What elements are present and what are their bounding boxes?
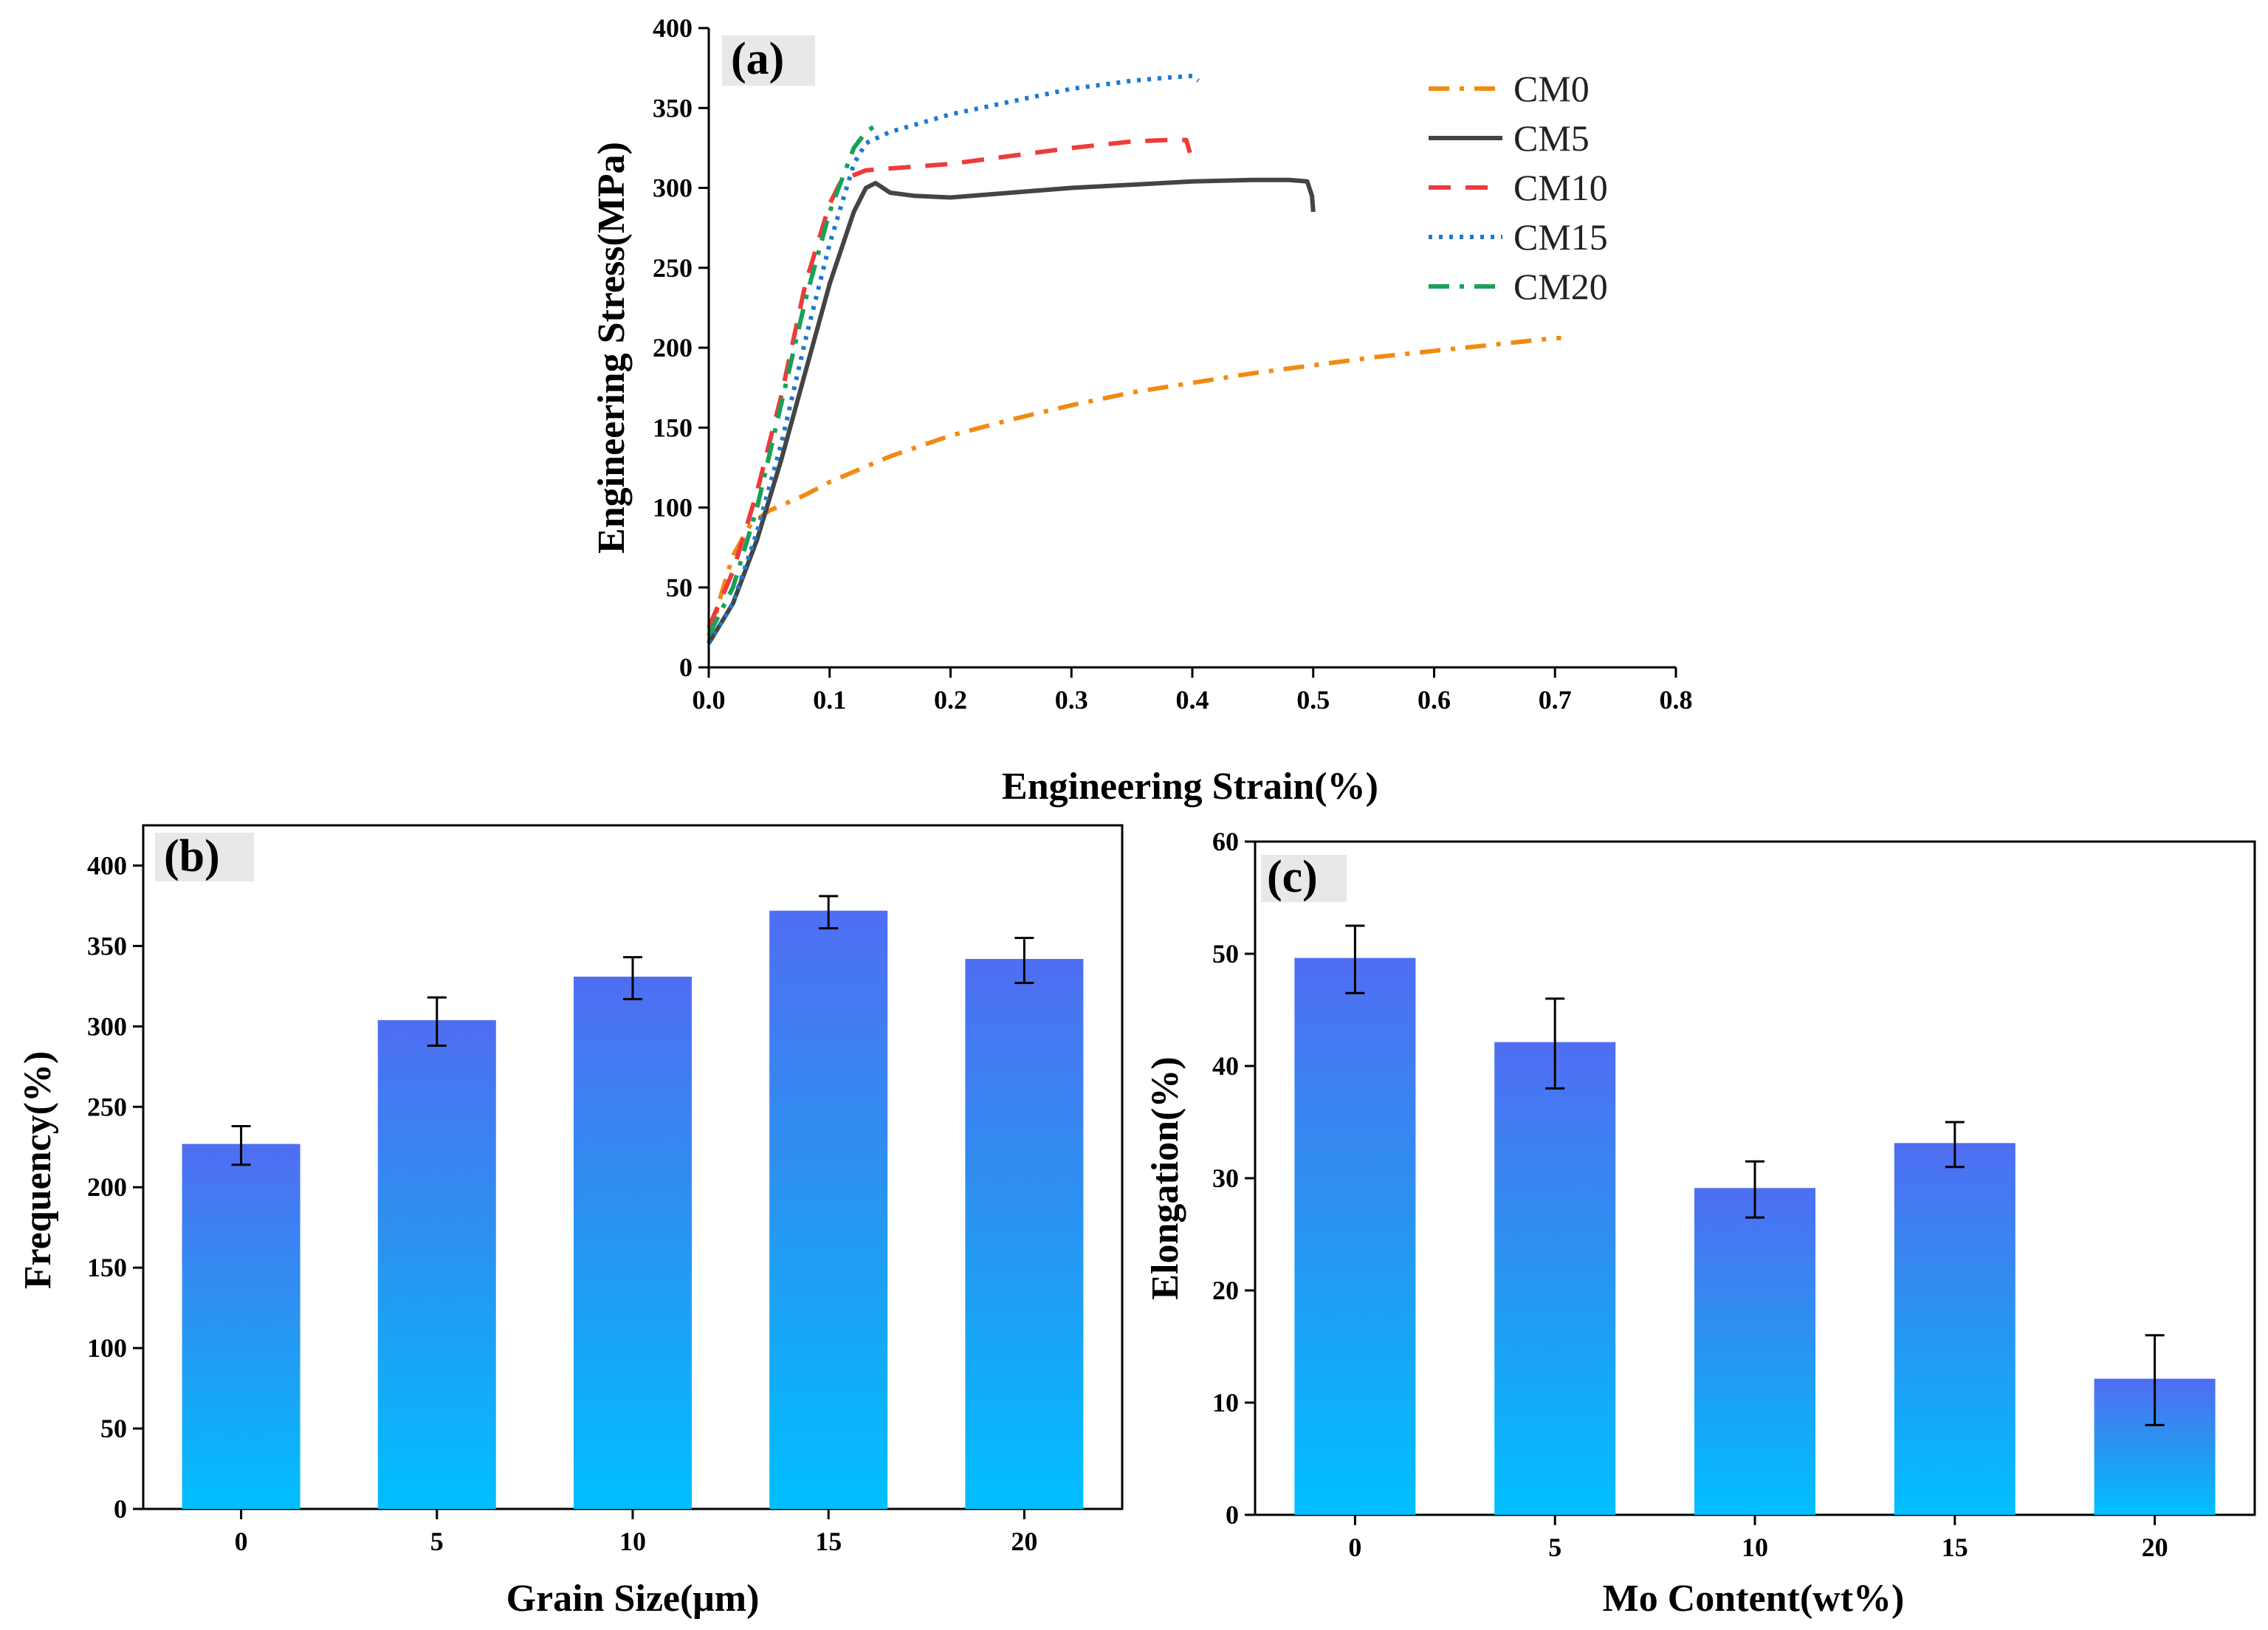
x-tick-label-a: 0.0 <box>693 685 726 715</box>
y-tick-label: 50 <box>100 1414 127 1443</box>
x-tick-label-a: 0.1 <box>813 685 846 715</box>
y-tick-label: 0 <box>1226 1500 1239 1530</box>
y-tick-label: 400 <box>87 850 127 880</box>
y-tick-label: 50 <box>1212 939 1239 969</box>
series-line-cm5 <box>707 177 1316 645</box>
x-tick-label-a: 0.5 <box>1296 685 1330 715</box>
series-line-cm0 <box>707 336 1561 644</box>
legend-label-cm15: CM15 <box>1513 216 1608 258</box>
bar <box>1694 1189 1815 1515</box>
x-tick-label-a: 0.4 <box>1176 685 1209 715</box>
y-tick-label-a: 50 <box>666 573 693 602</box>
bar <box>965 960 1084 1509</box>
y-tick-label-a: 100 <box>653 493 693 523</box>
x-tick-label-a: 0.2 <box>934 685 967 715</box>
bar <box>182 1145 300 1509</box>
panel-tag-bg-a <box>722 35 815 86</box>
panel-tag-b: (b) <box>164 831 220 881</box>
y-tick-label: 250 <box>87 1092 127 1121</box>
x-tick-label: 0 <box>1348 1533 1361 1562</box>
y-tick-label-a: 150 <box>653 413 693 442</box>
axis-ticks-c: 0 10 20 30 40 50 60 0 5 10 15 20 <box>1212 827 2168 1562</box>
y-tick-label: 60 <box>1212 827 1239 856</box>
x-tick-label: 5 <box>430 1527 444 1556</box>
x-tick-labels-a: 0.0 0.1 0.2 0.3 0.4 0.5 0.6 0.7 0.8 <box>693 685 1693 715</box>
y-tick-label: 150 <box>87 1253 127 1282</box>
y-tick-label: 100 <box>87 1333 127 1363</box>
panel-a-line-chart: 0.0 0.1 0.2 0.3 0.4 0.5 0.6 0.7 0.8 0 50 100 150 200… <box>591 13 1693 808</box>
x-tick-label-a: 0.6 <box>1418 685 1451 715</box>
y-tick-label-a: 0 <box>679 653 693 682</box>
y-tick-label: 300 <box>87 1011 127 1041</box>
bars-b <box>182 895 1084 1509</box>
y-axis-title-b: Frequency(%) <box>17 1051 59 1290</box>
y-axis-title-c: Elongation(%) <box>1144 1056 1186 1299</box>
panel-tag-c: (c) <box>1267 852 1318 902</box>
x-tick-label: 10 <box>1742 1533 1768 1562</box>
x-axis-title-b: Grain Size(μm) <box>506 1578 760 1620</box>
panel-b-bar-chart: 0 50 100 150 200 250 300 350 400 0 5 10 15 20 (b) Gra… <box>17 824 1124 1620</box>
panel-tag-a: (a) <box>731 34 784 84</box>
legend-label-cm0: CM0 <box>1513 68 1590 109</box>
bar <box>1494 1043 1616 1515</box>
x-tick-label-a: 0.8 <box>1660 685 1693 715</box>
x-axis-title-c: Mo Content(wt%) <box>1603 1578 1905 1620</box>
y-tick-label: 40 <box>1212 1051 1239 1081</box>
x-tick-label: 20 <box>2142 1533 2168 1562</box>
series-line-cm10 <box>707 137 1192 629</box>
x-tick-label: 10 <box>619 1527 646 1556</box>
x-tick-label-a: 0.3 <box>1055 685 1088 715</box>
y-tick-label-a: 350 <box>653 93 693 123</box>
axis-ticks-b: 0 50 100 150 200 250 300 350 400 0 5 10 15 20 <box>87 850 1037 1556</box>
bar <box>1894 1144 2016 1515</box>
x-tick-label: 15 <box>1942 1533 1968 1562</box>
x-tick-label: 20 <box>1011 1527 1037 1556</box>
legend-a: CM0 CM5 CM10 CM15 CM20 <box>1429 68 1608 307</box>
y-tick-label: 10 <box>1212 1388 1239 1417</box>
x-tick-label: 5 <box>1548 1533 1561 1562</box>
legend-label-cm5: CM5 <box>1513 117 1590 159</box>
x-tick-label-a: 0.7 <box>1539 685 1572 715</box>
y-tick-label: 350 <box>87 931 127 960</box>
series-lines-a <box>707 73 1561 645</box>
bar <box>377 1021 496 1509</box>
x-tick-label: 15 <box>815 1527 842 1556</box>
x-axis-title-a: Engineering Strain(%) <box>1002 766 1378 808</box>
y-tick-labels-a: 0 50 100 150 200 250 300 350 400 <box>653 13 693 682</box>
bar <box>574 977 692 1509</box>
x-tick-label: 0 <box>235 1527 248 1556</box>
bar <box>1294 959 1416 1515</box>
bars-c <box>1294 924 2216 1515</box>
legend-label-cm20: CM20 <box>1513 266 1608 307</box>
y-tick-label-a: 250 <box>653 253 693 283</box>
bar <box>769 912 888 1509</box>
y-tick-label-a: 400 <box>653 13 693 43</box>
y-tick-label: 0 <box>114 1494 127 1524</box>
legend-label-cm10: CM10 <box>1513 167 1608 208</box>
series-line-cm20 <box>707 120 882 637</box>
y-tick-label: 20 <box>1212 1276 1239 1305</box>
axis-ticks-a <box>698 27 1677 678</box>
y-axis-title-a: Engineering Stress(MPa) <box>591 142 633 554</box>
y-tick-label: 200 <box>87 1172 127 1202</box>
y-tick-label-a: 300 <box>653 173 693 203</box>
panel-tag-bg-b <box>155 833 254 881</box>
panel-c-bar-chart: 0 10 20 30 40 50 60 0 5 10 15 20 (c) Mo Content(wt%… <box>1144 827 2256 1620</box>
y-tick-label-a: 200 <box>653 333 693 362</box>
plot-area-a <box>709 28 1676 667</box>
series-line-cm15 <box>707 73 1200 645</box>
y-tick-label: 30 <box>1212 1163 1239 1193</box>
panel-tag-bg-c <box>1261 855 1347 902</box>
